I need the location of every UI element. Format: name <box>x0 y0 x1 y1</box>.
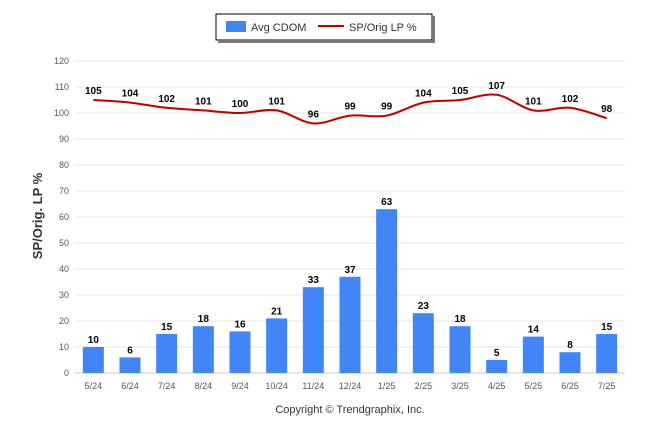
x-tick-label-10/24: 10/24 <box>265 381 288 391</box>
bar-2/25 <box>412 313 434 373</box>
line-value-label-12/24: 99 <box>344 102 356 113</box>
line-value-label-1/25: 99 <box>381 102 393 113</box>
y-tick-label-0: 0 <box>64 368 69 378</box>
legend: Avg CDOM SP/Orig LP % <box>215 13 435 43</box>
y-tick-label-10: 10 <box>59 342 69 352</box>
line-value-label-9/24: 100 <box>232 99 249 110</box>
x-tick-label-1/25: 1/25 <box>378 381 396 391</box>
bar-12/24 <box>339 276 361 373</box>
bar-3/25 <box>449 326 471 373</box>
x-tick-label-2/25: 2/25 <box>415 381 433 391</box>
bar-5/24 <box>82 347 104 373</box>
line-value-label-7/24: 102 <box>158 94 175 105</box>
bar-value-label-3/25: 18 <box>454 314 466 325</box>
bar-9/24 <box>229 331 251 373</box>
line-value-label-8/24: 101 <box>195 96 212 107</box>
bar-value-label-5/25: 14 <box>528 325 540 336</box>
bar-10/24 <box>266 318 288 373</box>
x-tick-label-8/24: 8/24 <box>195 381 213 391</box>
bar-value-label-9/24: 16 <box>234 319 246 330</box>
line-value-label-11/24: 96 <box>308 109 320 120</box>
bar-value-label-8/24: 18 <box>198 314 210 325</box>
bar-8/24 <box>192 326 214 373</box>
y-tick-label-110: 110 <box>55 82 69 92</box>
bar-11/24 <box>302 287 324 373</box>
y-tick-label-60: 60 <box>59 212 69 222</box>
line-value-label-6/25: 102 <box>562 94 579 105</box>
legend-swatch-avg-cdom <box>226 21 246 32</box>
bar-4/25 <box>486 360 508 373</box>
y-tick-label-30: 30 <box>59 290 69 300</box>
x-tick-label-9/24: 9/24 <box>231 381 249 391</box>
bar-5/25 <box>522 336 544 373</box>
bar-7/25 <box>596 334 618 373</box>
line-data-labels: 105 104 102 101 100 101 96 99 99 104 105 107 101 102 9… <box>85 81 613 121</box>
bar-value-label-4/25: 5 <box>494 348 500 359</box>
bar-value-label-2/25: 23 <box>418 301 430 312</box>
x-tick-label-7/25: 7/25 <box>598 381 616 391</box>
y-axis-ticks: 0 10 20 30 40 50 60 70 80 90 100 110 120 <box>54 56 69 378</box>
line-value-label-3/25: 105 <box>452 86 469 97</box>
bar-value-label-7/24: 15 <box>161 322 173 333</box>
bar-value-label-11/24: 33 <box>308 275 320 286</box>
bar-value-label-12/24: 37 <box>344 265 356 276</box>
line-sp-orig-lp <box>93 93 607 125</box>
line-series <box>93 93 607 125</box>
line-value-label-5/25: 101 <box>525 96 542 107</box>
y-tick-label-20: 20 <box>59 316 69 326</box>
x-tick-label-5/25: 5/25 <box>525 381 543 391</box>
x-tick-label-4/25: 4/25 <box>488 381 506 391</box>
bar-value-label-5/24: 10 <box>88 335 100 346</box>
line-value-label-6/24: 104 <box>122 89 139 100</box>
x-tick-label-3/25: 3/25 <box>451 381 469 391</box>
x-tick-label-5/24: 5/24 <box>85 381 103 391</box>
legend-box-shadow-right <box>432 16 435 42</box>
x-tick-label-7/24: 7/24 <box>158 381 176 391</box>
x-tick-label-11/24: 11/24 <box>302 381 324 391</box>
copyright-footer: Copyright © Trendgraphix, Inc. <box>275 404 424 416</box>
bar-6/24 <box>119 357 141 373</box>
y-axis-label: SP/Orig. LP % <box>30 172 45 259</box>
line-value-label-5/24: 105 <box>85 86 102 97</box>
bar-value-label-6/24: 6 <box>127 345 133 356</box>
bar-6/25 <box>559 352 581 373</box>
x-tick-label-6/25: 6/25 <box>561 381 579 391</box>
bar-1/25 <box>376 209 398 373</box>
bar-value-label-1/25: 63 <box>381 197 393 208</box>
legend-label-sp-orig-lp: SP/Orig LP % <box>349 22 417 34</box>
bar-data-labels: 10 6 15 18 16 21 33 37 63 23 18 5 14 8 15 <box>88 197 613 359</box>
line-value-label-10/24: 101 <box>268 96 285 107</box>
bar-series <box>82 209 618 373</box>
y-tick-label-50: 50 <box>59 238 69 248</box>
y-tick-label-90: 90 <box>59 134 69 144</box>
y-tick-label-80: 80 <box>59 160 69 170</box>
bar-value-label-7/25: 15 <box>601 322 613 333</box>
bar-7/24 <box>156 334 178 373</box>
y-tick-label-40: 40 <box>59 264 69 274</box>
y-tick-label-100: 100 <box>54 108 69 118</box>
line-value-label-7/25: 98 <box>601 104 613 115</box>
bar-value-label-10/24: 21 <box>271 306 283 317</box>
line-value-label-2/25: 104 <box>415 89 432 100</box>
y-tick-label-70: 70 <box>59 186 69 196</box>
x-axis-ticks: 5/24 6/24 7/24 8/24 9/24 10/24 11/24 12/24 1/25 2… <box>85 381 616 391</box>
bar-value-label-6/25: 8 <box>567 340 573 351</box>
line-value-label-4/25: 107 <box>488 81 505 92</box>
y-tick-label-120: 120 <box>54 56 69 66</box>
x-tick-label-12/24: 12/24 <box>339 381 362 391</box>
legend-label-avg-cdom: Avg CDOM <box>251 22 306 34</box>
legend-box-shadow-bottom <box>218 40 435 43</box>
x-tick-label-6/24: 6/24 <box>121 381 139 391</box>
